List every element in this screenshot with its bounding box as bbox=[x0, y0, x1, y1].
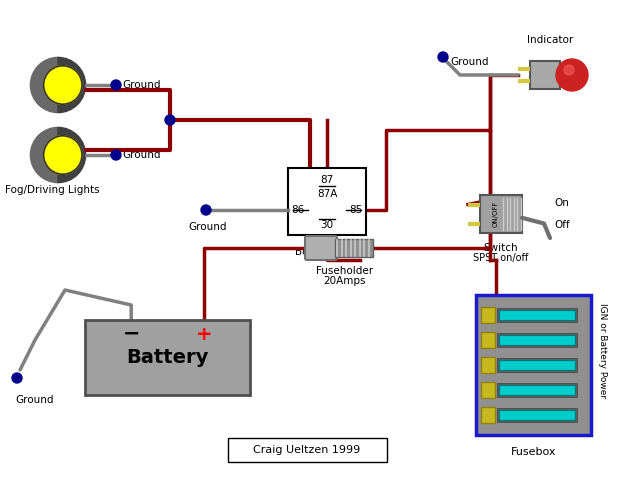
FancyBboxPatch shape bbox=[288, 168, 366, 235]
Circle shape bbox=[564, 65, 574, 75]
Text: 86: 86 bbox=[291, 205, 305, 215]
FancyBboxPatch shape bbox=[497, 358, 577, 372]
Text: Ground: Ground bbox=[16, 395, 54, 405]
Text: Ground: Ground bbox=[122, 80, 161, 90]
Text: Battery: Battery bbox=[126, 348, 209, 367]
FancyBboxPatch shape bbox=[497, 308, 577, 322]
Circle shape bbox=[201, 205, 211, 215]
Circle shape bbox=[165, 115, 175, 125]
FancyBboxPatch shape bbox=[499, 410, 575, 420]
Text: SPST on/off: SPST on/off bbox=[474, 253, 529, 263]
Text: Fog/Driving Lights: Fog/Driving Lights bbox=[5, 185, 100, 195]
Text: Bosch Relay: Bosch Relay bbox=[296, 247, 358, 257]
FancyBboxPatch shape bbox=[499, 385, 575, 395]
FancyBboxPatch shape bbox=[497, 383, 577, 397]
Text: 87: 87 bbox=[321, 175, 333, 185]
FancyBboxPatch shape bbox=[481, 407, 495, 423]
Text: −: − bbox=[122, 324, 140, 344]
Circle shape bbox=[438, 52, 448, 62]
Circle shape bbox=[111, 150, 121, 160]
FancyBboxPatch shape bbox=[305, 236, 337, 260]
FancyBboxPatch shape bbox=[499, 335, 575, 345]
Circle shape bbox=[111, 80, 121, 90]
Text: +: + bbox=[196, 324, 212, 344]
Text: Ground: Ground bbox=[451, 57, 489, 67]
Text: Fuseholder: Fuseholder bbox=[316, 266, 374, 276]
FancyBboxPatch shape bbox=[499, 310, 575, 320]
FancyBboxPatch shape bbox=[481, 332, 495, 348]
Text: Ground: Ground bbox=[122, 150, 161, 160]
Text: ON/OFF: ON/OFF bbox=[493, 201, 499, 227]
FancyBboxPatch shape bbox=[497, 333, 577, 347]
Text: Ground: Ground bbox=[189, 222, 227, 232]
Text: 30: 30 bbox=[321, 220, 333, 230]
Wedge shape bbox=[31, 58, 58, 113]
FancyBboxPatch shape bbox=[228, 438, 387, 462]
Text: Fusebox: Fusebox bbox=[511, 447, 556, 457]
Text: Craig Ueltzen 1999: Craig Ueltzen 1999 bbox=[253, 445, 360, 455]
Ellipse shape bbox=[44, 66, 82, 104]
FancyBboxPatch shape bbox=[85, 320, 250, 395]
FancyBboxPatch shape bbox=[499, 360, 575, 370]
Text: Off: Off bbox=[554, 220, 570, 229]
Text: Indicator: Indicator bbox=[527, 35, 573, 45]
Wedge shape bbox=[31, 127, 58, 182]
Wedge shape bbox=[58, 58, 86, 113]
Circle shape bbox=[12, 373, 22, 383]
Ellipse shape bbox=[44, 136, 82, 174]
Circle shape bbox=[556, 59, 588, 91]
FancyBboxPatch shape bbox=[481, 382, 495, 398]
Text: 85: 85 bbox=[349, 205, 363, 215]
Text: IGN or Battery Power: IGN or Battery Power bbox=[598, 303, 607, 398]
FancyBboxPatch shape bbox=[335, 239, 373, 257]
FancyBboxPatch shape bbox=[476, 295, 591, 435]
FancyBboxPatch shape bbox=[480, 195, 522, 233]
FancyBboxPatch shape bbox=[481, 357, 495, 373]
Text: On: On bbox=[554, 198, 569, 208]
Text: Switch: Switch bbox=[484, 243, 518, 253]
FancyBboxPatch shape bbox=[497, 408, 577, 422]
Text: 87A: 87A bbox=[317, 189, 337, 199]
FancyBboxPatch shape bbox=[481, 307, 495, 323]
Text: 20Amps: 20Amps bbox=[324, 276, 366, 286]
FancyBboxPatch shape bbox=[530, 61, 560, 89]
Wedge shape bbox=[58, 127, 86, 182]
